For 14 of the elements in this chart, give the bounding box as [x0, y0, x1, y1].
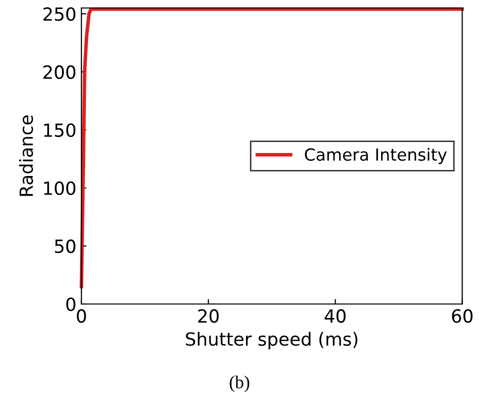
y-tick-label: 50 — [54, 239, 76, 254]
y-tick-label: 200 — [43, 65, 76, 79]
x-tick-label: 60 — [452, 309, 473, 323]
x-axis-title: Shutter speed (ms) — [186, 332, 358, 350]
x-tick-label: 20 — [198, 309, 219, 323]
x-tick-label: 40 — [324, 309, 346, 323]
y-tick-label: 150 — [44, 123, 76, 137]
y-axis-title: Radiance — [19, 115, 34, 196]
x-tick-label: 0 — [76, 309, 86, 323]
y-tick-label: 100 — [44, 181, 76, 196]
legend-label: Camera Intensity — [304, 148, 447, 164]
y-tick-label: 0 — [66, 297, 76, 312]
text: (b) — [230, 376, 250, 392]
y-tick-label: 250 — [43, 7, 76, 21]
